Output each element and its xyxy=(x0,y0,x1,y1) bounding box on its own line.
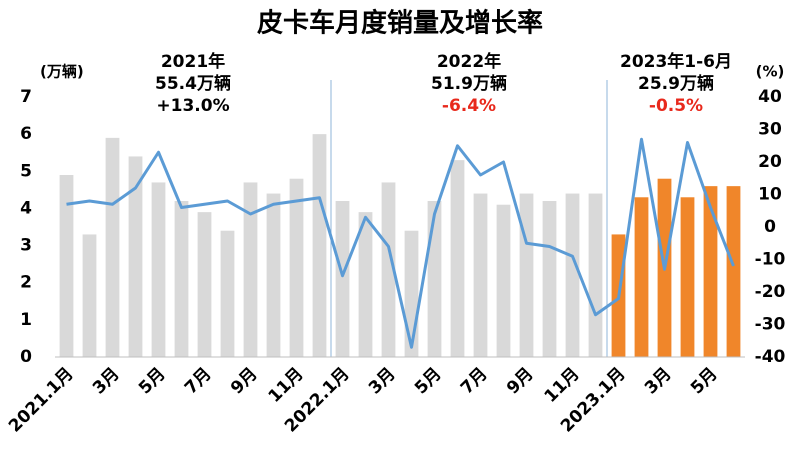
y-tick-label: 1 xyxy=(20,310,32,330)
chart-title: 皮卡车月度销量及增长率 xyxy=(257,8,543,39)
bar xyxy=(174,201,189,357)
bar xyxy=(680,197,695,357)
annotation: 51.9万辆 xyxy=(431,73,507,94)
bar xyxy=(128,156,143,357)
bar xyxy=(151,182,166,357)
bar xyxy=(519,193,534,357)
bar xyxy=(404,230,419,357)
bar xyxy=(220,230,235,357)
x-tick-label: 2021.1月 xyxy=(5,364,78,437)
bar xyxy=(105,137,120,357)
y2-axis-label: (%) xyxy=(756,63,785,81)
x-tick-label: 7月 xyxy=(457,364,492,399)
bar xyxy=(59,175,74,357)
bar xyxy=(588,193,603,357)
bar xyxy=(703,186,718,357)
annotation: +13.0% xyxy=(156,96,229,116)
y2-tick-label: -40 xyxy=(755,347,786,367)
bar xyxy=(266,193,281,357)
bar xyxy=(289,178,304,357)
bar xyxy=(496,204,511,357)
y2-tick-label: 20 xyxy=(758,152,782,172)
x-tick-label: 11月 xyxy=(265,364,308,407)
y2-tick-label: 30 xyxy=(758,120,782,140)
x-tick-label: 9月 xyxy=(227,364,262,399)
bar xyxy=(634,197,649,357)
y-tick-label: 3 xyxy=(20,236,32,256)
annotation: -6.4% xyxy=(442,96,496,116)
y2-tick-label: 40 xyxy=(758,87,782,107)
annotation: 2021年 xyxy=(161,51,225,72)
y2-tick-label: -30 xyxy=(755,315,786,335)
annotation: -0.5% xyxy=(649,96,703,116)
annotation: 2023年1-6月 xyxy=(620,51,732,72)
bar xyxy=(335,201,350,357)
x-tick-label: 5月 xyxy=(411,364,446,399)
y2-tick-label: 10 xyxy=(758,185,782,205)
bar xyxy=(450,160,465,357)
growth-line xyxy=(66,137,735,349)
x-tick-label: 3月 xyxy=(89,364,124,399)
y-tick-label: 7 xyxy=(20,87,32,107)
y2-tick-label: 0 xyxy=(764,217,776,237)
x-tick-label: 3月 xyxy=(641,364,676,399)
x-tick-label: 5月 xyxy=(135,364,170,399)
y-axis-label: (万辆) xyxy=(40,63,84,81)
bar xyxy=(243,182,258,357)
x-tick-label: 7月 xyxy=(181,364,216,399)
bar xyxy=(312,134,327,357)
bar xyxy=(427,201,442,357)
bar xyxy=(381,182,396,357)
y-tick-label: 2 xyxy=(20,273,32,293)
y2-tick-label: -20 xyxy=(755,282,786,302)
x-tick-label: 11月 xyxy=(541,364,584,407)
x-tick-label: 9月 xyxy=(503,364,538,399)
annotation: 25.9万辆 xyxy=(638,73,714,94)
annotation: 55.4万辆 xyxy=(155,73,231,94)
bar xyxy=(82,234,97,357)
bar xyxy=(565,193,580,357)
bar xyxy=(473,193,488,357)
y-tick-label: 6 xyxy=(20,124,32,144)
y2-tick-label: -10 xyxy=(755,250,786,270)
x-tick-label: 5月 xyxy=(687,364,722,399)
bar xyxy=(358,212,373,357)
bar xyxy=(726,186,741,357)
y-tick-label: 0 xyxy=(20,347,32,367)
y-tick-label: 4 xyxy=(20,198,32,218)
annotation: 2022年 xyxy=(437,51,501,72)
bar xyxy=(197,212,212,357)
bar xyxy=(542,201,557,357)
y-tick-label: 5 xyxy=(20,161,32,181)
x-tick-label: 3月 xyxy=(365,364,400,399)
